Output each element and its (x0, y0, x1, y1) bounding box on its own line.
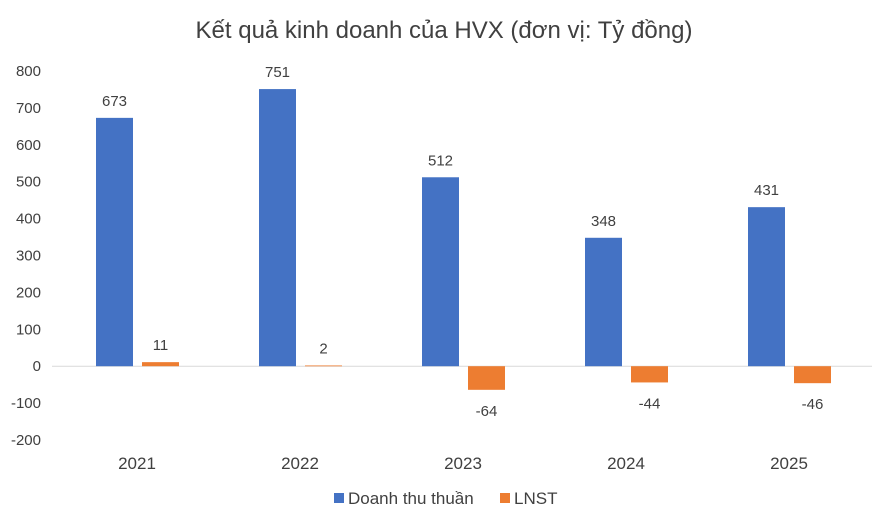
bar-revenue (96, 117, 133, 367)
bar-revenue (259, 89, 296, 367)
data-label-profit: -64 (476, 403, 498, 420)
y-tick-label: 300 (16, 248, 41, 265)
bar-revenue (422, 177, 459, 367)
bar-revenue (748, 207, 785, 367)
data-label-profit: -44 (639, 395, 661, 412)
x-tick-label: 2021 (118, 454, 156, 473)
bar-profit (468, 366, 505, 390)
legend-label-revenue: Doanh thu thuần (348, 489, 474, 508)
y-tick-label: -100 (11, 395, 41, 412)
data-label-revenue: 348 (591, 213, 616, 230)
y-tick-label: -200 (11, 432, 41, 449)
x-tick-label: 2023 (444, 454, 482, 473)
data-label-revenue: 673 (102, 93, 127, 110)
x-axis: 2021 2022 2023 2024 2025 (118, 454, 808, 473)
data-label-revenue: 431 (754, 182, 779, 199)
bars: 673 11 751 2 512 -64 348 -44 431 -46 (96, 64, 831, 420)
bar-profit (631, 366, 668, 383)
legend-swatch-revenue (334, 493, 344, 503)
y-tick-label: 200 (16, 284, 41, 301)
y-tick-label: 500 (16, 174, 41, 191)
data-label-revenue: 751 (265, 64, 290, 81)
bar-profit (142, 362, 179, 367)
bar-revenue (585, 237, 622, 367)
y-tick-label: 400 (16, 211, 41, 228)
data-label-profit: -46 (802, 396, 824, 413)
legend-label-profit: LNST (514, 489, 557, 508)
y-tick-label: 0 (33, 358, 41, 375)
data-label-profit: 11 (153, 337, 169, 354)
y-tick-label: 100 (16, 321, 41, 338)
bar-profit (794, 366, 831, 384)
chart-title: Kết quả kinh doanh của HVX (đơn vị: Tỷ đ… (196, 17, 693, 44)
bar-profit (305, 365, 342, 367)
x-tick-label: 2022 (281, 454, 319, 473)
legend: Doanh thu thuần LNST (334, 489, 557, 508)
y-tick-label: 800 (16, 63, 41, 80)
x-tick-label: 2025 (770, 454, 808, 473)
legend-swatch-profit (500, 493, 510, 503)
data-label-revenue: 512 (428, 152, 453, 169)
x-tick-label: 2024 (607, 454, 645, 473)
y-tick-label: 600 (16, 137, 41, 154)
y-tick-label: 700 (16, 100, 41, 117)
data-label-profit: 2 (319, 340, 327, 357)
y-axis: 800 700 600 500 400 300 200 100 0 -100 -200 (11, 63, 41, 449)
